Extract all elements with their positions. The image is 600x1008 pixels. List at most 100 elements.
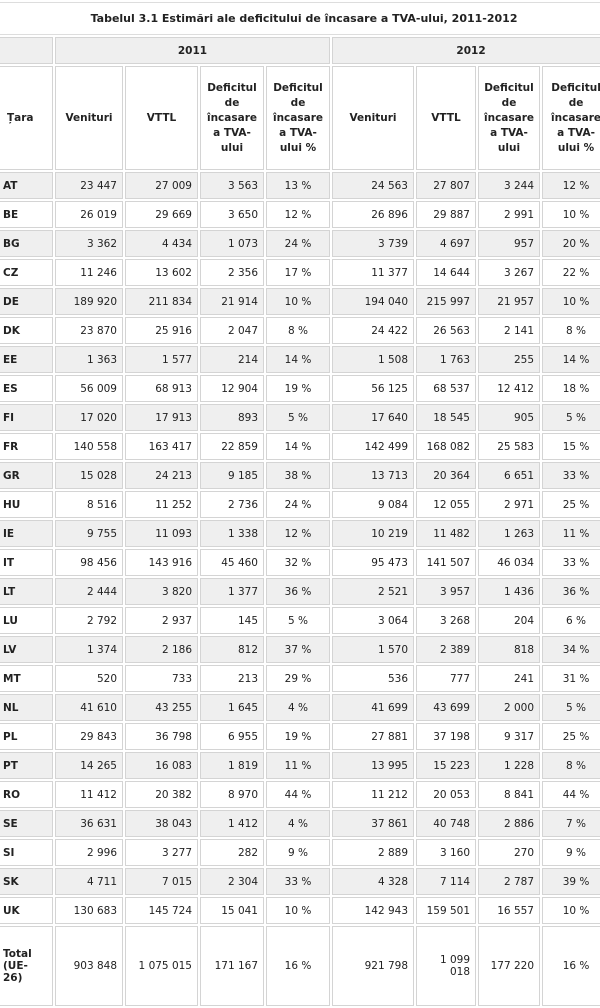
value-cell: 2 971 [478,491,540,518]
value-cell: 22 % [542,259,600,286]
value-cell: 2 521 [332,578,414,605]
table-row: AT 23 447 27 009 3 563 13 % 24 563 27 807 3 244… [0,172,600,199]
value-cell: 2 141 [478,317,540,344]
value-cell: 7 114 [416,868,476,895]
value-cell: 13 602 [125,259,198,286]
country-cell: Total (UE-26) [0,926,53,1006]
value-cell: 7 015 [125,868,198,895]
value-cell: 168 082 [416,433,476,460]
country-cell: SK [0,868,53,895]
value-cell: 31 % [542,665,600,692]
value-cell: 33 % [542,462,600,489]
total-row: Total (UE-26) 903 848 1 075 015 171 167 16 %… [0,926,600,1006]
table-row: PL 29 843 36 798 6 955 19 % 27 881 37 198 9 317… [0,723,600,750]
value-cell: 11 412 [55,781,123,808]
value-cell: 5 % [266,607,330,634]
value-cell: 213 [200,665,264,692]
table-row: IE 9 755 11 093 1 338 12 % 10 219 11 482 1 263 1… [0,520,600,547]
value-cell: 25 % [542,723,600,750]
country-cell: NL [0,694,53,721]
value-cell: 24 563 [332,172,414,199]
value-cell: 11 % [542,520,600,547]
value-cell: 2 937 [125,607,198,634]
value-cell: 1 374 [55,636,123,663]
value-cell: 140 558 [55,433,123,460]
country-cell: DK [0,317,53,344]
value-cell: 36 % [542,578,600,605]
country-cell: LT [0,578,53,605]
value-cell: 24 422 [332,317,414,344]
value-cell: 12 904 [200,375,264,402]
value-cell: 25 % [542,491,600,518]
value-cell: 11 377 [332,259,414,286]
table-row: LU 2 792 2 937 145 5 % 3 064 3 268 204 6 % [0,607,600,634]
country-cell: GR [0,462,53,489]
value-cell: 11 252 [125,491,198,518]
value-cell: 2 047 [200,317,264,344]
value-cell: 1 819 [200,752,264,779]
value-cell: 12 412 [478,375,540,402]
value-cell: 270 [478,839,540,866]
value-cell: 2 389 [416,636,476,663]
value-cell: 3 064 [332,607,414,634]
value-cell: 10 % [542,201,600,228]
value-cell: 2 444 [55,578,123,605]
value-cell: 1 075 015 [125,926,198,1006]
value-cell: 24 213 [125,462,198,489]
value-cell: 16 % [542,926,600,1006]
value-cell: 26 563 [416,317,476,344]
value-cell: 11 212 [332,781,414,808]
empty-header-cell [0,37,53,64]
value-cell: 1 570 [332,636,414,663]
value-cell: 903 848 [55,926,123,1006]
value-cell: 23 447 [55,172,123,199]
value-cell: 733 [125,665,198,692]
value-cell: 40 748 [416,810,476,837]
country-cell: ES [0,375,53,402]
value-cell: 43 699 [416,694,476,721]
value-cell: 2 736 [200,491,264,518]
value-cell: 15 % [542,433,600,460]
value-cell: 9 317 [478,723,540,750]
value-cell: 26 896 [332,201,414,228]
country-cell: EE [0,346,53,373]
value-cell: 214 [200,346,264,373]
value-cell: 2 886 [478,810,540,837]
value-cell: 520 [55,665,123,692]
value-cell: 159 501 [416,897,476,924]
value-cell: 5 % [542,404,600,431]
table-row: GR 15 028 24 213 9 185 38 % 13 713 20 364 6 651… [0,462,600,489]
country-cell: FI [0,404,53,431]
country-cell: BG [0,230,53,257]
value-cell: 29 669 [125,201,198,228]
value-cell: 44 % [542,781,600,808]
value-cell: 130 683 [55,897,123,924]
value-cell: 25 583 [478,433,540,460]
value-cell: 16 083 [125,752,198,779]
value-cell: 1 377 [200,578,264,605]
value-cell: 39 % [542,868,600,895]
value-cell: 34 % [542,636,600,663]
value-cell: 143 916 [125,549,198,576]
value-cell: 21 957 [478,288,540,315]
value-cell: 142 499 [332,433,414,460]
value-cell: 14 % [266,433,330,460]
value-cell: 2 889 [332,839,414,866]
table-row: LT 2 444 3 820 1 377 36 % 2 521 3 957 1 436 36 % [0,578,600,605]
table-row: NL 41 610 43 255 1 645 4 % 41 699 43 699 2 000 5… [0,694,600,721]
table-row: DK 23 870 25 916 2 047 8 % 24 422 26 563 2 141 8… [0,317,600,344]
value-cell: 37 861 [332,810,414,837]
value-cell: 56 009 [55,375,123,402]
value-cell: 3 277 [125,839,198,866]
value-cell: 15 028 [55,462,123,489]
value-cell: 98 456 [55,549,123,576]
value-cell: 9 755 [55,520,123,547]
table-row: PT 14 265 16 083 1 819 11 % 13 995 15 223 1 228… [0,752,600,779]
value-cell: 3 244 [478,172,540,199]
value-cell: 211 834 [125,288,198,315]
value-cell: 204 [478,607,540,634]
value-cell: 43 255 [125,694,198,721]
value-cell: 15 223 [416,752,476,779]
table-row: IT 98 456 143 916 45 460 32 % 95 473 141 507 46… [0,549,600,576]
value-cell: 12 055 [416,491,476,518]
